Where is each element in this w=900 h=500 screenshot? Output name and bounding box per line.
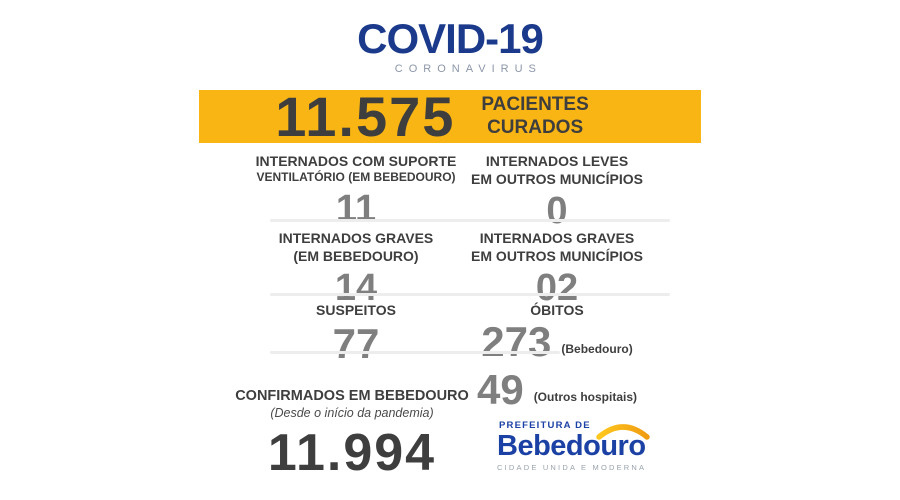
stat-label: INTERNADOS GRAVES: [278, 230, 434, 246]
logo-arc-icon: [596, 424, 650, 440]
stat-label: INTERNADOS LEVES: [485, 153, 629, 169]
cured-banner: 11.575 PACIENTES CURADOS: [199, 84, 701, 148]
stat-sublabel: (EM BEBEDOURO): [293, 248, 419, 265]
stat-suspects: SUSPEITOS 77: [206, 301, 506, 365]
divider: [270, 293, 670, 296]
stat-interned-severe-bebedouro: INTERNADOS GRAVES (EM BEBEDOURO) 14: [206, 229, 506, 307]
cured-label-line1: PACIENTES: [481, 94, 589, 116]
covid-logo: COVID-19 CORONAVIRUS: [357, 15, 544, 76]
death-row-other-hospitals: 49 (Outros hospitais): [407, 369, 707, 411]
stat-deaths: ÓBITOS 273 (Bebedouro) 49 (Outros hospit…: [407, 301, 707, 411]
divider: [270, 351, 560, 354]
stat-value: 77: [332, 320, 380, 368]
confirmed-section: CONFIRMADOS EM BEBEDOURO (Desde o início…: [202, 388, 502, 479]
covid-logo-subtitle: CORONAVIRUS: [394, 63, 542, 75]
stat-value: 0: [546, 190, 568, 233]
stat-label: INTERNADOS GRAVES: [479, 230, 635, 246]
cured-label-line2: CURADOS: [487, 116, 584, 138]
stat-label: SUSPEITOS: [316, 302, 396, 318]
stat-sublabel: EM OUTROS MUNICÍPIOS: [471, 171, 643, 188]
stat-label: ÓBITOS: [530, 302, 584, 318]
confirmed-label: CONFIRMADOS EM BEBEDOURO: [235, 388, 469, 404]
confirmed-sublabel: (Desde o início da pandemia): [270, 406, 434, 420]
prefeitura-tagline: CIDADE UNIDA E MODERNA: [497, 463, 647, 473]
prefeitura-logo: PREFEITURA DE Bebedouro CIDADE UNIDA E M…: [497, 420, 659, 475]
stat-value: 14: [334, 267, 378, 310]
death-note: (Outros hospitais): [533, 390, 638, 405]
confirmed-value: 11.994: [267, 424, 437, 482]
stat-value: 02: [535, 267, 579, 310]
prefeitura-line1: PREFEITURA DE: [499, 420, 591, 431]
header: COVID-19 CORONAVIRUS: [0, 18, 900, 77]
stat-label: INTERNADOS COM SUPORTE: [255, 153, 457, 169]
death-note: (Bebedouro): [561, 342, 633, 357]
prefeitura-name-wrap: Bebedouro CIDADE UNIDA E MODERNA: [497, 424, 650, 473]
death-row-bebedouro: 273 (Bebedouro): [407, 321, 707, 363]
death-value: 273: [481, 318, 552, 366]
prefeitura-name: Bebedouro: [497, 430, 646, 462]
stat-sublabel: VENTILATÓRIO (EM BEBEDOURO): [256, 170, 456, 185]
cured-value: 11.575: [275, 84, 456, 148]
divider: [270, 219, 670, 222]
covid-logo-title: COVID-19: [357, 15, 544, 62]
death-value: 49: [476, 366, 524, 414]
stat-sublabel: EM OUTROS MUNICÍPIOS: [471, 248, 643, 265]
cured-label: PACIENTES CURADOS: [481, 94, 588, 139]
stat-interned-severe-other: INTERNADOS GRAVES EM OUTROS MUNICÍPIOS 0…: [407, 229, 707, 307]
